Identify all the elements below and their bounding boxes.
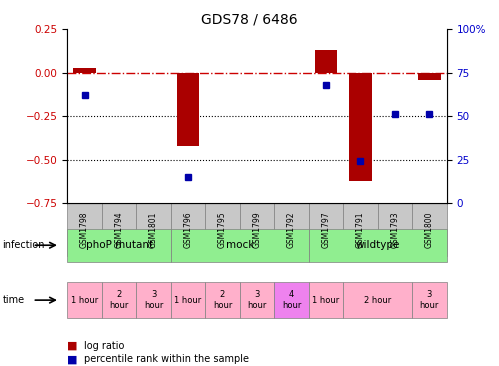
Text: GSM1798: GSM1798 xyxy=(80,212,89,248)
Text: wildtype: wildtype xyxy=(355,240,400,250)
Text: GSM1791: GSM1791 xyxy=(356,212,365,248)
Text: phoP mutant: phoP mutant xyxy=(85,240,153,250)
Text: GSM1797: GSM1797 xyxy=(321,211,330,248)
Text: 2 hour: 2 hour xyxy=(364,296,391,305)
Bar xyxy=(177,73,199,146)
Text: ■: ■ xyxy=(67,341,78,351)
Text: GSM1794: GSM1794 xyxy=(115,211,124,248)
Text: GSM1796: GSM1796 xyxy=(184,211,193,248)
Text: GSM1800: GSM1800 xyxy=(425,212,434,248)
Text: 2
hour: 2 hour xyxy=(213,290,232,310)
Text: 4
hour: 4 hour xyxy=(282,290,301,310)
Text: infection: infection xyxy=(2,240,45,250)
Text: 3
hour: 3 hour xyxy=(144,290,163,310)
Bar xyxy=(315,50,337,73)
Text: ■: ■ xyxy=(67,354,78,365)
Text: 2
hour: 2 hour xyxy=(109,290,129,310)
Text: GSM1792: GSM1792 xyxy=(287,212,296,248)
Text: mock: mock xyxy=(226,240,254,250)
Text: percentile rank within the sample: percentile rank within the sample xyxy=(84,354,249,365)
Text: GSM1801: GSM1801 xyxy=(149,212,158,248)
Text: time: time xyxy=(2,295,24,305)
Text: log ratio: log ratio xyxy=(84,341,124,351)
Text: 1 hour: 1 hour xyxy=(312,296,339,305)
Bar xyxy=(73,67,96,73)
Bar xyxy=(349,73,372,180)
Text: GSM1795: GSM1795 xyxy=(218,211,227,248)
Text: 1 hour: 1 hour xyxy=(71,296,98,305)
Text: GDS78 / 6486: GDS78 / 6486 xyxy=(201,13,298,27)
Text: 3
hour: 3 hour xyxy=(248,290,266,310)
Text: GSM1793: GSM1793 xyxy=(390,211,399,248)
Text: 3
hour: 3 hour xyxy=(420,290,439,310)
Bar xyxy=(418,73,441,80)
Text: GSM1799: GSM1799 xyxy=(252,211,261,248)
Text: 1 hour: 1 hour xyxy=(175,296,202,305)
